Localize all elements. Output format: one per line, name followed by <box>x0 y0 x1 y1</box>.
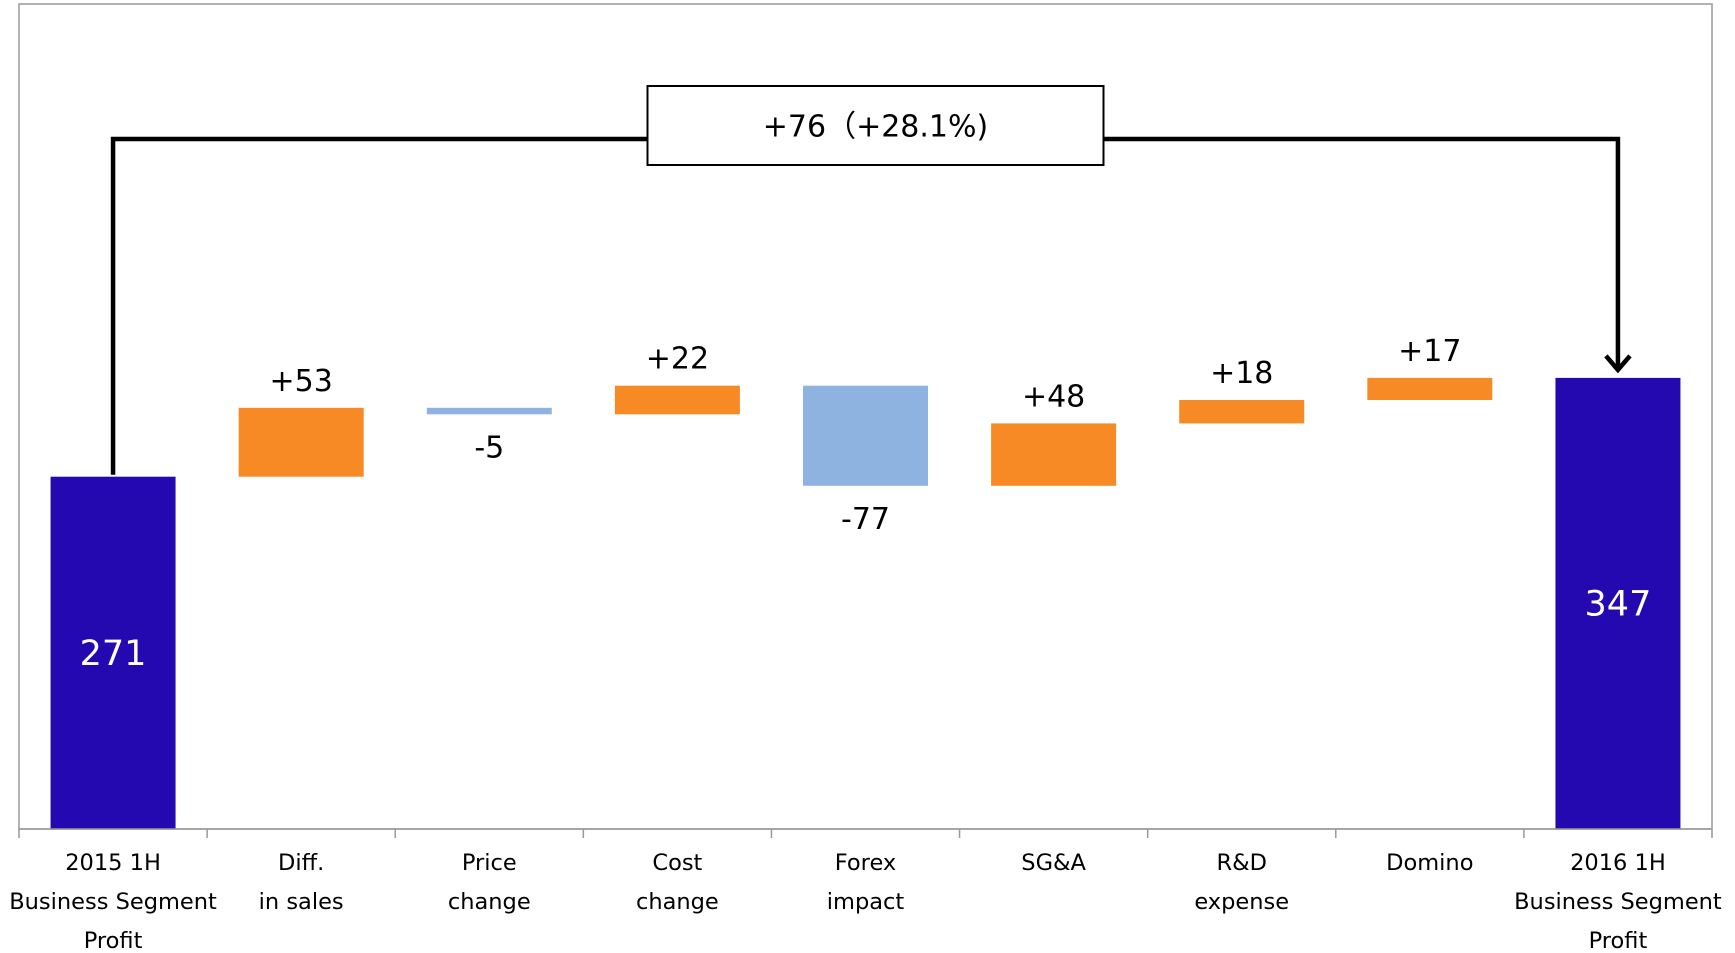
tick-label-line: Profit <box>1589 928 1648 949</box>
data-labels: 271 +53 -5 +22 -77 +48 +18 +17 347 <box>80 334 1652 674</box>
tick-label-line: Diff. <box>278 850 324 876</box>
summary-label: +76（+28.1%) <box>763 110 988 145</box>
tick-label-line: Price <box>462 850 517 876</box>
tick-label-line: expense <box>1194 889 1289 915</box>
bar-increase-3 <box>614 385 740 415</box>
x-axis <box>18 828 1713 838</box>
bar-increase-5 <box>991 423 1117 486</box>
tick-label-5: SG&A <box>1021 850 1086 876</box>
tick-label-line: Forex <box>835 850 896 876</box>
bar-total-8 <box>1555 377 1681 829</box>
tick-label-6: R&D expense <box>1194 850 1289 915</box>
tick-label-line: in sales <box>259 889 344 915</box>
category-labels: 2015 1H Business Segment Profit Diff. in sal… <box>9 850 1722 953</box>
tick-label-line: Business Segment <box>9 889 217 915</box>
tick-label-line: R&D <box>1216 850 1267 876</box>
data-label-4: -77 <box>841 502 890 537</box>
tick-label-line: 2016 1H <box>1570 850 1666 876</box>
tick-label-4: Forex impact <box>827 850 905 915</box>
tick-label-line: Cost <box>652 850 702 876</box>
connector-right <box>1103 136 1621 368</box>
arrow-down-icon <box>1604 354 1632 374</box>
tick-label-0: 2015 1H Business Segment Profit <box>9 850 217 949</box>
summary-box <box>646 85 1105 166</box>
tick-label-line: Domino <box>1386 850 1473 876</box>
bar-increase-1 <box>238 407 364 477</box>
tick-label-line: change <box>448 889 531 915</box>
data-label-8: 347 <box>1585 584 1652 624</box>
tick-label-line: Business Segment <box>1514 889 1722 915</box>
data-label-0: 271 <box>80 634 147 674</box>
tick-label-3: Cost change <box>636 850 719 915</box>
tick-label-line: 2015 1H <box>65 850 161 876</box>
tick-label-line: SG&A <box>1021 850 1086 876</box>
bars-layer <box>50 377 1681 829</box>
bar-decrease-2 <box>426 407 552 415</box>
tick-label-2: Price change <box>448 850 531 915</box>
total-change-connector: +76（+28.1%) <box>110 85 1632 475</box>
data-label-2: -5 <box>474 430 504 465</box>
bar-decrease-4 <box>803 385 928 486</box>
data-label-5: +48 <box>1022 379 1085 414</box>
tick-label-1: Diff. in sales <box>259 850 344 915</box>
connector-left <box>110 136 648 475</box>
tick-label-7: Domino <box>1386 850 1473 876</box>
data-label-7: +17 <box>1398 334 1461 369</box>
bar-increase-7 <box>1367 377 1493 400</box>
data-label-3: +22 <box>646 342 709 377</box>
tick-label-line: Profit <box>84 928 143 949</box>
tick-label-8: 2016 1H Business Segment Profit <box>1514 850 1722 949</box>
data-label-1: +53 <box>270 364 333 399</box>
tick-label-line: change <box>636 889 719 915</box>
tick-label-line: impact <box>827 889 905 915</box>
data-label-6: +18 <box>1210 356 1273 391</box>
bar-increase-6 <box>1179 400 1305 424</box>
bar-total-0 <box>50 476 176 829</box>
